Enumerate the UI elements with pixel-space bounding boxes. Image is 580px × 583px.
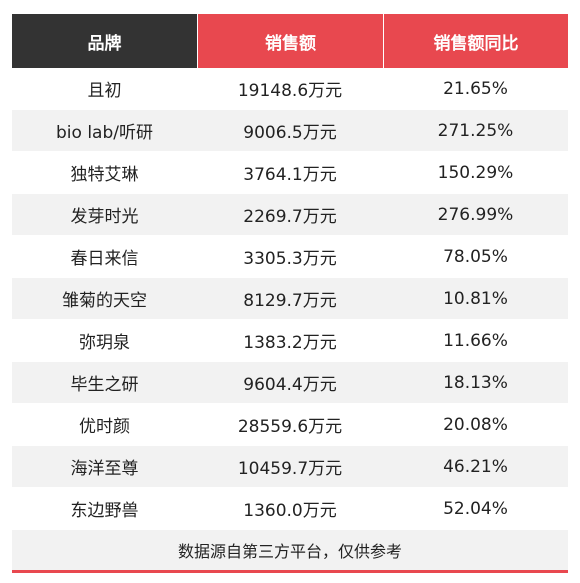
table-row: bio lab/听研 9006.5万元 271.25% [12, 110, 568, 152]
sales-cell: 10459.7万元 [197, 446, 383, 488]
sales-cell: 3305.3万元 [197, 236, 383, 278]
sales-cell: 1360.0万元 [197, 488, 383, 530]
yoy-cell: 52.04% [383, 488, 568, 530]
brand-cell: 独特艾琳 [12, 152, 197, 194]
sales-cell: 9604.4万元 [197, 362, 383, 404]
brand-cell: 发芽时光 [12, 194, 197, 236]
yoy-cell: 10.81% [383, 278, 568, 320]
table-header-row: 品牌 销售额 销售额同比 [12, 14, 568, 68]
table-row: 发芽时光 2269.7万元 276.99% [12, 194, 568, 236]
yoy-cell: 150.29% [383, 152, 568, 194]
brand-cell: 东边野兽 [12, 488, 197, 530]
table-row: 弥玥泉 1383.2万元 11.66% [12, 320, 568, 362]
table-row: 海洋至尊 10459.7万元 46.21% [12, 446, 568, 488]
sales-cell: 19148.6万元 [197, 68, 383, 110]
yoy-cell: 271.25% [383, 110, 568, 152]
header-sales-yoy: 销售额同比 [383, 14, 568, 68]
table-footer-note: 数据源自第三方平台，仅供参考 [12, 530, 568, 570]
data-table: 品牌 销售额 销售额同比 且初 19148.6万元 21.65% bio lab… [12, 14, 568, 573]
table-row: 独特艾琳 3764.1万元 150.29% [12, 152, 568, 194]
brand-cell: 春日来信 [12, 236, 197, 278]
yoy-cell: 276.99% [383, 194, 568, 236]
table-row: 优时颜 28559.6万元 20.08% [12, 404, 568, 446]
sales-cell: 28559.6万元 [197, 404, 383, 446]
header-sales: 销售额 [197, 14, 383, 68]
sales-cell: 3764.1万元 [197, 152, 383, 194]
yoy-cell: 11.66% [383, 320, 568, 362]
sales-cell: 8129.7万元 [197, 278, 383, 320]
table-row: 雏菊的天空 8129.7万元 10.81% [12, 278, 568, 320]
yoy-cell: 18.13% [383, 362, 568, 404]
bottom-accent-rule [12, 570, 568, 573]
sales-cell: 9006.5万元 [197, 110, 383, 152]
brand-cell: 海洋至尊 [12, 446, 197, 488]
table-row: 且初 19148.6万元 21.65% [12, 68, 568, 110]
yoy-cell: 46.21% [383, 446, 568, 488]
brand-cell: 毕生之研 [12, 362, 197, 404]
sales-cell: 1383.2万元 [197, 320, 383, 362]
brand-cell: 优时颜 [12, 404, 197, 446]
brand-cell: 雏菊的天空 [12, 278, 197, 320]
table-row: 春日来信 3305.3万元 78.05% [12, 236, 568, 278]
yoy-cell: 20.08% [383, 404, 568, 446]
header-brand: 品牌 [12, 14, 197, 68]
table-row: 东边野兽 1360.0万元 52.04% [12, 488, 568, 530]
sales-cell: 2269.7万元 [197, 194, 383, 236]
brand-cell: 且初 [12, 68, 197, 110]
yoy-cell: 21.65% [383, 68, 568, 110]
yoy-cell: 78.05% [383, 236, 568, 278]
brand-cell: 弥玥泉 [12, 320, 197, 362]
brand-cell: bio lab/听研 [12, 110, 197, 152]
table-row: 毕生之研 9604.4万元 18.13% [12, 362, 568, 404]
